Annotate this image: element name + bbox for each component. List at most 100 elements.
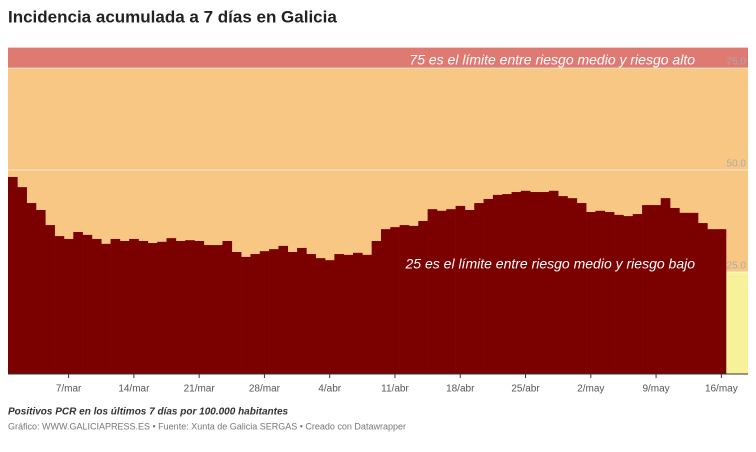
bar	[222, 240, 233, 374]
x-tick-label: 25/abr	[511, 384, 540, 395]
bar	[623, 216, 634, 374]
bar	[26, 203, 37, 374]
y-tick-label: 25.0	[727, 261, 747, 272]
bar	[73, 232, 83, 374]
x-tick-label: 11/abr	[381, 384, 409, 395]
bar	[520, 190, 531, 374]
x-tick-label: 16/may	[705, 384, 738, 395]
bar	[8, 176, 18, 374]
bar	[539, 192, 550, 374]
bar	[175, 240, 186, 374]
bar	[595, 210, 606, 374]
bar	[586, 212, 596, 374]
bar	[110, 238, 121, 374]
bar	[642, 205, 652, 374]
bar	[688, 212, 699, 374]
bar	[185, 240, 195, 374]
bar	[576, 203, 587, 374]
bar	[194, 240, 205, 374]
band	[8, 47, 748, 68]
bar	[530, 192, 540, 374]
bar	[213, 245, 223, 374]
bar	[567, 198, 578, 374]
bar	[17, 187, 27, 374]
chart-title: Incidencia acumulada a 7 días en Galicia	[8, 7, 337, 26]
bar	[371, 240, 382, 374]
bar	[82, 234, 93, 374]
bar	[334, 254, 344, 374]
bar	[306, 254, 317, 374]
bar	[716, 229, 727, 374]
bar	[353, 252, 363, 374]
bar	[157, 241, 167, 374]
bar	[287, 252, 298, 374]
bar	[464, 209, 475, 374]
bar	[698, 223, 708, 374]
annotation: 75 es el límite entre riesgo medio y rie…	[409, 52, 695, 68]
y-tick-label: 75.0	[727, 57, 747, 68]
highlight	[726, 272, 748, 374]
x-tick-label: 28/mar	[249, 384, 281, 395]
bar	[325, 260, 335, 374]
bar	[166, 238, 177, 374]
x-tick-label: 18/abr	[446, 384, 475, 395]
bar	[231, 252, 242, 374]
bar	[241, 256, 251, 374]
bar	[455, 205, 466, 374]
bar	[45, 225, 55, 374]
bar	[670, 207, 680, 374]
bar	[436, 210, 447, 374]
bar	[343, 254, 354, 374]
bar	[418, 221, 428, 374]
y-tick-label: 50.0	[727, 159, 747, 170]
bar	[269, 249, 279, 374]
bar	[632, 214, 643, 374]
bar	[203, 245, 214, 374]
bar	[604, 212, 615, 374]
bar	[511, 192, 522, 374]
bar	[380, 229, 391, 374]
x-tick-label: 4/abr	[318, 384, 341, 395]
bar	[427, 209, 438, 374]
x-tick-label: 9/may	[642, 384, 669, 395]
x-tick-label: 7/mar	[56, 384, 82, 395]
bar	[502, 194, 512, 374]
bar	[101, 243, 111, 374]
bar	[446, 209, 456, 374]
bar	[250, 254, 261, 374]
x-tick-label: 14/mar	[118, 384, 150, 395]
x-tick-label: 21/mar	[184, 384, 216, 395]
bar	[399, 225, 410, 374]
bar	[707, 229, 717, 374]
bar	[660, 198, 671, 374]
bar	[119, 240, 130, 374]
bar	[408, 225, 419, 374]
bar	[492, 194, 503, 374]
bar	[362, 254, 372, 374]
source: Gráfico: WWW.GALICIAPRESS.ES • Fuente: X…	[8, 421, 406, 431]
bar	[614, 214, 624, 374]
x-tick-label: 2/may	[577, 384, 604, 395]
bar	[129, 238, 139, 374]
subtitle: Positivos PCR en los últimos 7 días por …	[8, 407, 289, 418]
bar	[474, 203, 484, 374]
bar	[278, 245, 289, 374]
bar	[483, 198, 494, 374]
bar	[315, 258, 326, 374]
bar	[63, 238, 74, 374]
bar	[147, 243, 158, 374]
bar	[548, 190, 559, 374]
bar	[91, 238, 102, 374]
bar	[297, 247, 307, 374]
annotation: 25 es el límite entre riesgo medio y rie…	[405, 256, 696, 272]
plot: 25.0 50.0 75.0 7/mar 14/mar 21/mar 28/mar 4/abr…	[8, 47, 748, 395]
bar	[558, 196, 568, 374]
bar	[259, 251, 270, 374]
bar	[679, 212, 690, 374]
bar	[35, 209, 46, 374]
bar	[651, 205, 662, 374]
bar	[54, 236, 65, 374]
bar	[138, 240, 149, 374]
